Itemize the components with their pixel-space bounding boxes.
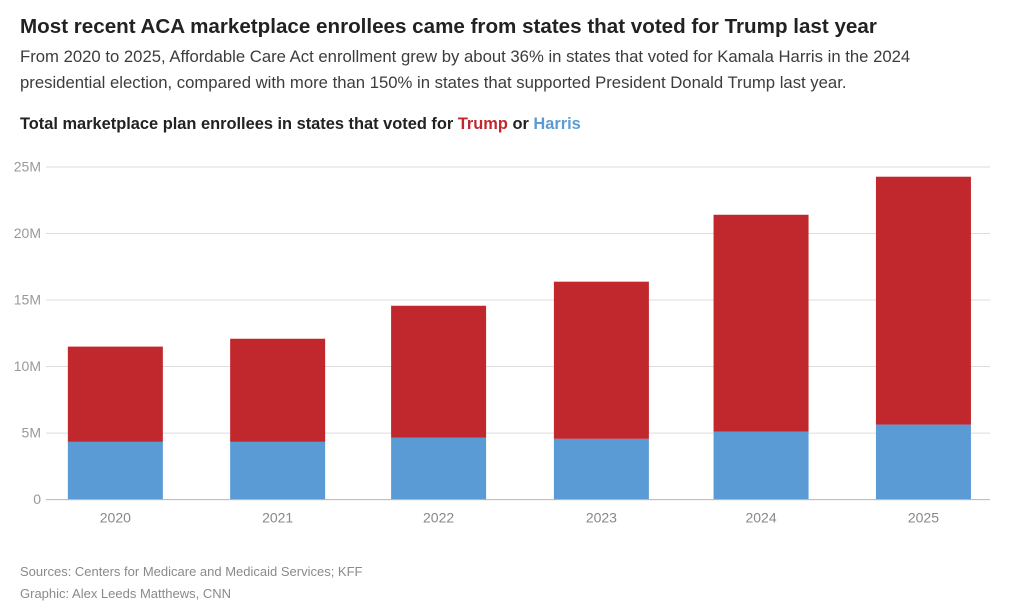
svg-text:2020: 2020 [100, 510, 131, 526]
svg-text:2024: 2024 [745, 510, 776, 526]
svg-text:2023: 2023 [586, 510, 617, 526]
svg-text:25M: 25M [14, 159, 41, 175]
svg-text:15M: 15M [14, 292, 41, 308]
svg-text:0: 0 [33, 491, 41, 507]
svg-text:5M: 5M [22, 425, 41, 441]
svg-text:2025: 2025 [908, 510, 939, 526]
svg-text:10M: 10M [14, 358, 41, 374]
svg-text:20M: 20M [14, 225, 41, 241]
svg-text:2021: 2021 [262, 510, 293, 526]
svg-text:2022: 2022 [423, 510, 454, 526]
